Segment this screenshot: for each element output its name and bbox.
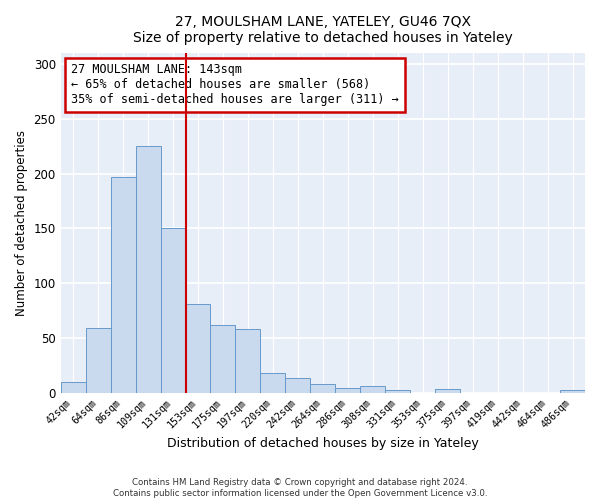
Bar (360, 386, 385, 392)
Bar (286, 378, 310, 392)
X-axis label: Distribution of detached houses by size in Yateley: Distribution of detached houses by size … (167, 437, 479, 450)
Bar (335, 388, 360, 392)
Bar (185, 304, 211, 392)
Bar (61, 382, 86, 392)
Bar (260, 373, 286, 392)
Title: 27, MOULSHAM LANE, YATELEY, GU46 7QX
Size of property relative to detached house: 27, MOULSHAM LANE, YATELEY, GU46 7QX Siz… (133, 15, 513, 45)
Bar (385, 390, 410, 392)
Text: Contains HM Land Registry data © Crown copyright and database right 2024.
Contai: Contains HM Land Registry data © Crown c… (113, 478, 487, 498)
Bar (235, 329, 260, 392)
Bar (161, 228, 185, 392)
Bar (560, 390, 585, 392)
Text: 27 MOULSHAM LANE: 143sqm
← 65% of detached houses are smaller (568)
35% of semi-: 27 MOULSHAM LANE: 143sqm ← 65% of detach… (71, 64, 399, 106)
Bar (435, 390, 460, 392)
Bar (86, 328, 110, 392)
Bar (310, 384, 335, 392)
Bar (136, 146, 161, 392)
Y-axis label: Number of detached properties: Number of detached properties (15, 130, 28, 316)
Bar (110, 177, 136, 392)
Bar (211, 325, 235, 392)
